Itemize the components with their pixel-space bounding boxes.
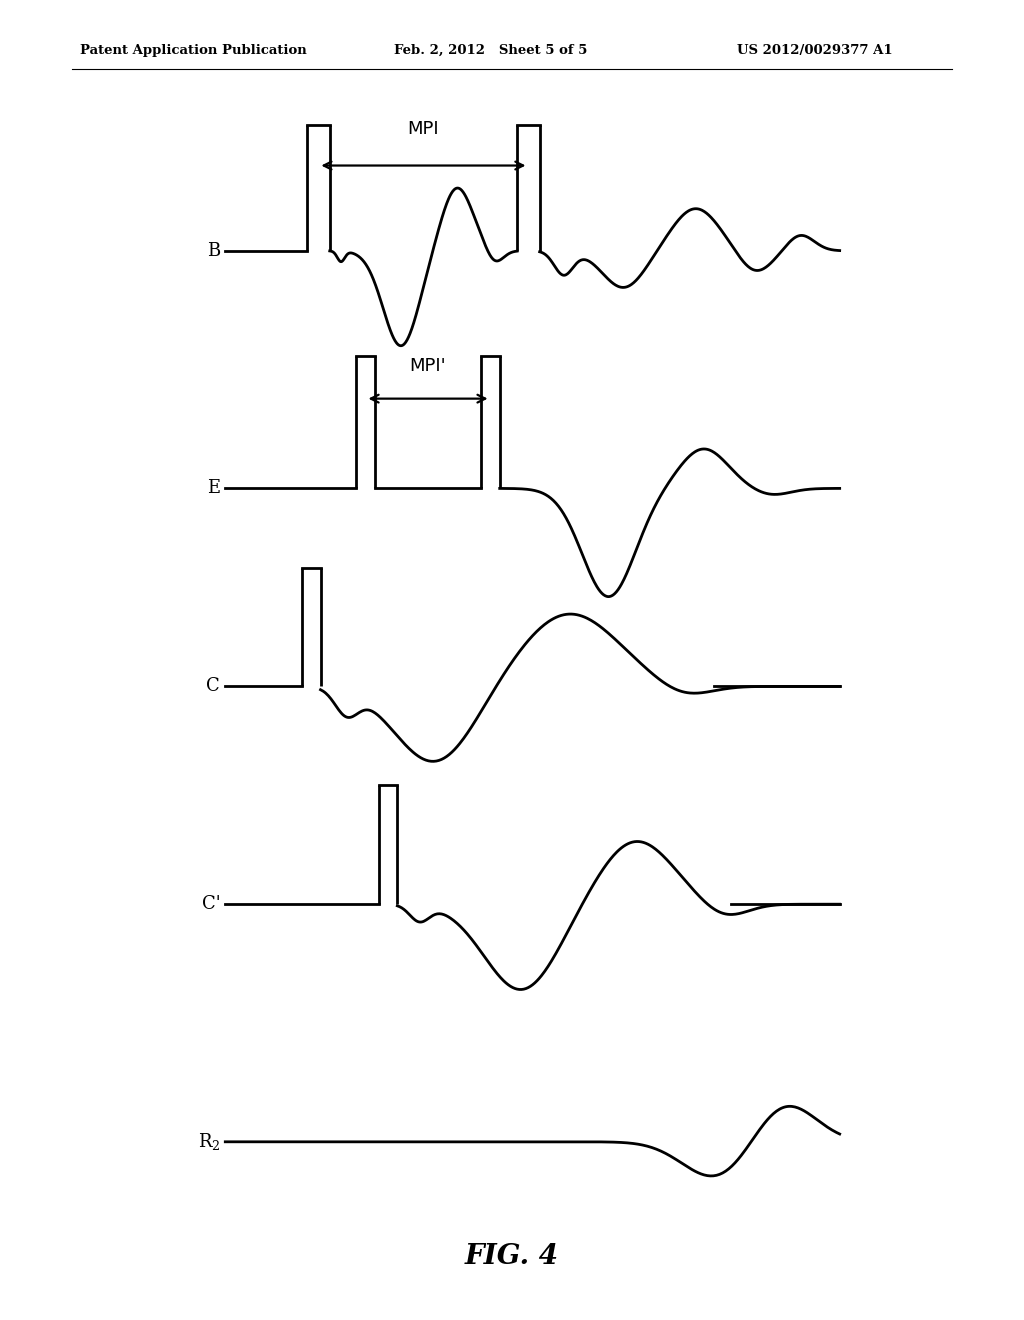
Text: C': C' xyxy=(202,895,220,913)
Text: US 2012/0029377 A1: US 2012/0029377 A1 xyxy=(737,44,893,57)
Text: MPI': MPI' xyxy=(410,356,446,375)
Text: B: B xyxy=(207,242,220,260)
Text: $\mathregular{R_2}$: $\mathregular{R_2}$ xyxy=(198,1131,220,1152)
Text: MPI: MPI xyxy=(408,120,439,137)
Text: Feb. 2, 2012   Sheet 5 of 5: Feb. 2, 2012 Sheet 5 of 5 xyxy=(394,44,588,57)
Text: C: C xyxy=(207,677,220,696)
Text: FIG. 4: FIG. 4 xyxy=(465,1243,559,1270)
Text: Patent Application Publication: Patent Application Publication xyxy=(80,44,306,57)
Text: E: E xyxy=(207,479,220,498)
